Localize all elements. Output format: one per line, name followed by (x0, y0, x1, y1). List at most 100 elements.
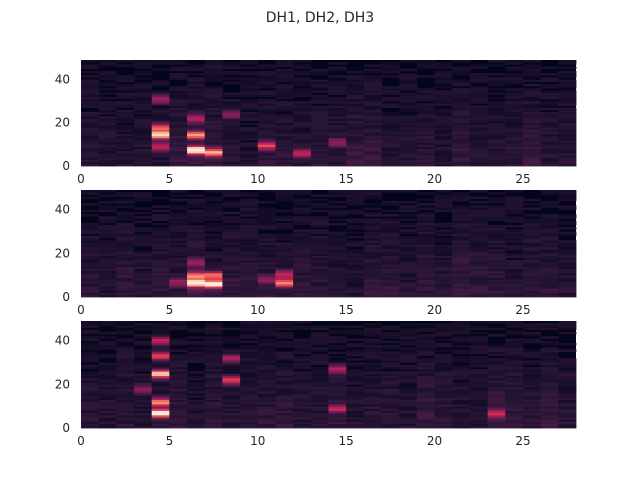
heatmap-cell (363, 227, 382, 230)
heatmap-cell (81, 321, 100, 324)
heatmap-cell (293, 371, 312, 374)
heatmap-cell (540, 233, 559, 237)
heatmap-cell (240, 92, 259, 96)
heatmap-cell (293, 114, 312, 117)
heatmap-cell (505, 248, 524, 252)
heatmap-cell (363, 114, 382, 117)
heatmap-cell (275, 88, 294, 91)
heatmap-cell (240, 417, 259, 420)
heatmap-cell (116, 257, 135, 261)
heatmap-cell (151, 209, 170, 213)
heatmap-cell (293, 111, 312, 115)
heatmap-cell (204, 331, 223, 335)
heatmap-cell (399, 240, 418, 243)
heatmap-cell (81, 421, 100, 425)
heatmap-cell (416, 371, 435, 374)
heatmap-cell (116, 218, 135, 221)
heatmap-cell (310, 294, 329, 298)
heatmap-cell (469, 419, 489, 422)
heatmap-cell (558, 190, 577, 193)
heatmap-cell (187, 124, 206, 128)
heatmap-cell (257, 272, 276, 276)
heatmap-cell (452, 421, 471, 425)
heatmap-cell (169, 412, 188, 416)
heatmap-cell (558, 135, 577, 139)
heatmap-cell (346, 211, 365, 215)
heatmap-cell (328, 153, 347, 156)
heatmap-cell (522, 272, 542, 276)
heatmap-cell (452, 72, 471, 76)
heatmap-cell (116, 355, 135, 359)
heatmap-cell (187, 353, 206, 357)
heatmap-cell (257, 214, 276, 217)
heatmap-cell (328, 395, 347, 398)
heatmap-cell (293, 406, 312, 409)
heatmap-cell (222, 379, 241, 383)
heatmap-cell (151, 334, 170, 337)
heatmap-cell (169, 255, 188, 259)
heatmap-cell (346, 371, 365, 374)
heatmap-cell (98, 92, 117, 96)
heatmap-cell (540, 122, 559, 126)
heatmap-cell (257, 421, 276, 425)
heatmap-cell (134, 118, 153, 121)
heatmap-cell (134, 294, 153, 298)
heatmap-cell (310, 371, 329, 374)
heatmap-cell (151, 355, 170, 359)
heatmap-cell (169, 92, 188, 96)
heatmap-cell (275, 353, 294, 357)
heatmap-cell (328, 163, 347, 167)
heatmap-cell (452, 355, 471, 359)
heatmap-cell (81, 240, 100, 243)
heatmap-cell (134, 253, 153, 256)
heatmap-cell (81, 342, 100, 346)
heatmap-cell (381, 157, 400, 160)
heatmap-cell (257, 288, 276, 291)
heatmap-cell (540, 255, 559, 259)
heatmap-cell (240, 192, 259, 195)
heatmap-cell (522, 353, 542, 357)
heatmap-cell (558, 379, 577, 383)
heatmap-cell (81, 399, 100, 403)
heatmap-cell (363, 159, 382, 163)
heatmap-cell (134, 85, 153, 89)
heatmap-cell (346, 290, 365, 294)
heatmap-cell (381, 235, 400, 239)
heatmap-cell (434, 205, 453, 208)
heatmap-cell (540, 220, 559, 224)
heatmap-cell (558, 66, 577, 70)
heatmap-cell (116, 137, 135, 141)
heatmap-cell (257, 390, 276, 394)
heatmap-cell (257, 268, 276, 272)
heatmap-cell (169, 360, 188, 363)
heatmap-cell (540, 401, 559, 405)
heatmap-cell (399, 144, 418, 147)
heatmap-cell (222, 200, 241, 204)
heatmap-cell (522, 253, 542, 256)
heatmap-cell (522, 244, 542, 248)
heatmap-cell (522, 120, 542, 124)
heatmap-cell (469, 161, 489, 165)
heatmap-cell (505, 414, 524, 418)
heatmap-cell (452, 395, 471, 398)
heatmap-cell (416, 161, 435, 165)
heatmap-cell (469, 393, 489, 396)
heatmap-cell (522, 75, 542, 78)
heatmap-cell (469, 279, 489, 283)
heatmap-cell (469, 135, 489, 139)
heatmap-cell (151, 345, 170, 348)
heatmap-cell (275, 103, 294, 106)
heatmap-cell (328, 421, 347, 425)
heatmap-cell (540, 157, 559, 160)
heatmap-cell (346, 255, 365, 259)
heatmap-cell (522, 410, 542, 414)
heatmap-cell (540, 107, 559, 111)
heatmap-cell (381, 360, 400, 363)
heatmap-cell (81, 264, 100, 267)
heatmap-cell (522, 279, 542, 283)
heatmap-cell (416, 144, 435, 147)
heatmap-cell (399, 103, 418, 106)
heatmap-cell (169, 66, 188, 70)
heatmap-cell (310, 251, 329, 254)
heatmap-cell (240, 94, 259, 98)
